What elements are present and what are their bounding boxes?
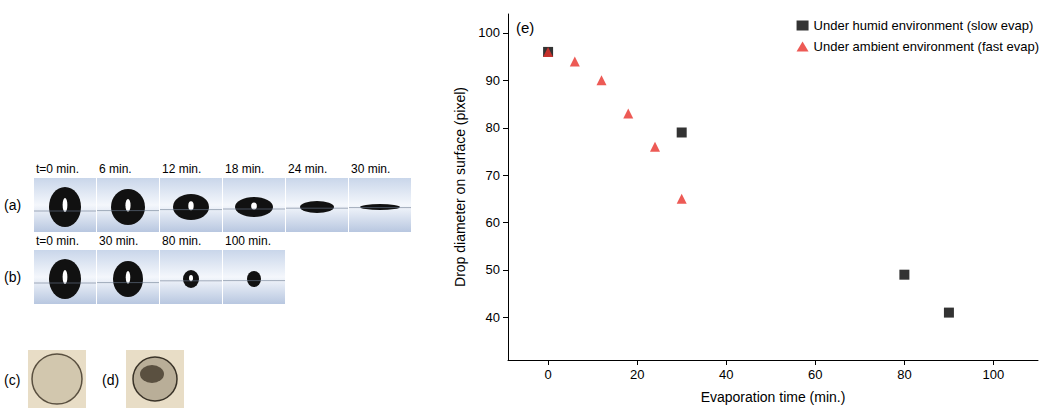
svg-text:(e): (e) <box>516 19 534 36</box>
svg-text:Evaporation time (min.): Evaporation time (min.) <box>701 389 846 405</box>
svg-text:80 min.: 80 min. <box>162 234 201 248</box>
svg-text:90: 90 <box>486 73 500 88</box>
svg-text:100: 100 <box>983 367 1005 382</box>
svg-text:20: 20 <box>630 367 644 382</box>
svg-text:80: 80 <box>897 367 911 382</box>
svg-text:0: 0 <box>544 367 551 382</box>
svg-text:12 min.: 12 min. <box>162 162 201 176</box>
svg-text:100: 100 <box>478 25 500 40</box>
svg-text:80: 80 <box>486 120 500 135</box>
svg-text:Under humid environment (slow: Under humid environment (slow evap) <box>814 18 1034 33</box>
svg-text:t=0 min.: t=0 min. <box>36 162 79 176</box>
svg-text:(c): (c) <box>4 372 20 388</box>
svg-text:Drop diameter on surface (pixe: Drop diameter on surface (pixel) <box>452 87 468 287</box>
svg-text:(b): (b) <box>4 269 21 285</box>
svg-text:30 min.: 30 min. <box>99 234 138 248</box>
svg-text:18 min.: 18 min. <box>225 162 264 176</box>
svg-text:(d): (d) <box>102 372 119 388</box>
svg-text:30 min.: 30 min. <box>351 162 390 176</box>
svg-text:t=0 min.: t=0 min. <box>36 234 79 248</box>
svg-text:40: 40 <box>719 367 733 382</box>
svg-text:24 min.: 24 min. <box>288 162 327 176</box>
svg-text:40: 40 <box>486 310 500 325</box>
svg-text:100 min.: 100 min. <box>225 234 271 248</box>
svg-text:(a): (a) <box>4 197 21 213</box>
svg-text:70: 70 <box>486 168 500 183</box>
svg-text:60: 60 <box>486 215 500 230</box>
svg-text:Under ambient environment (fas: Under ambient environment (fast evap) <box>814 39 1039 54</box>
svg-text:60: 60 <box>808 367 822 382</box>
svg-text:50: 50 <box>486 262 500 277</box>
svg-text:6 min.: 6 min. <box>99 162 132 176</box>
